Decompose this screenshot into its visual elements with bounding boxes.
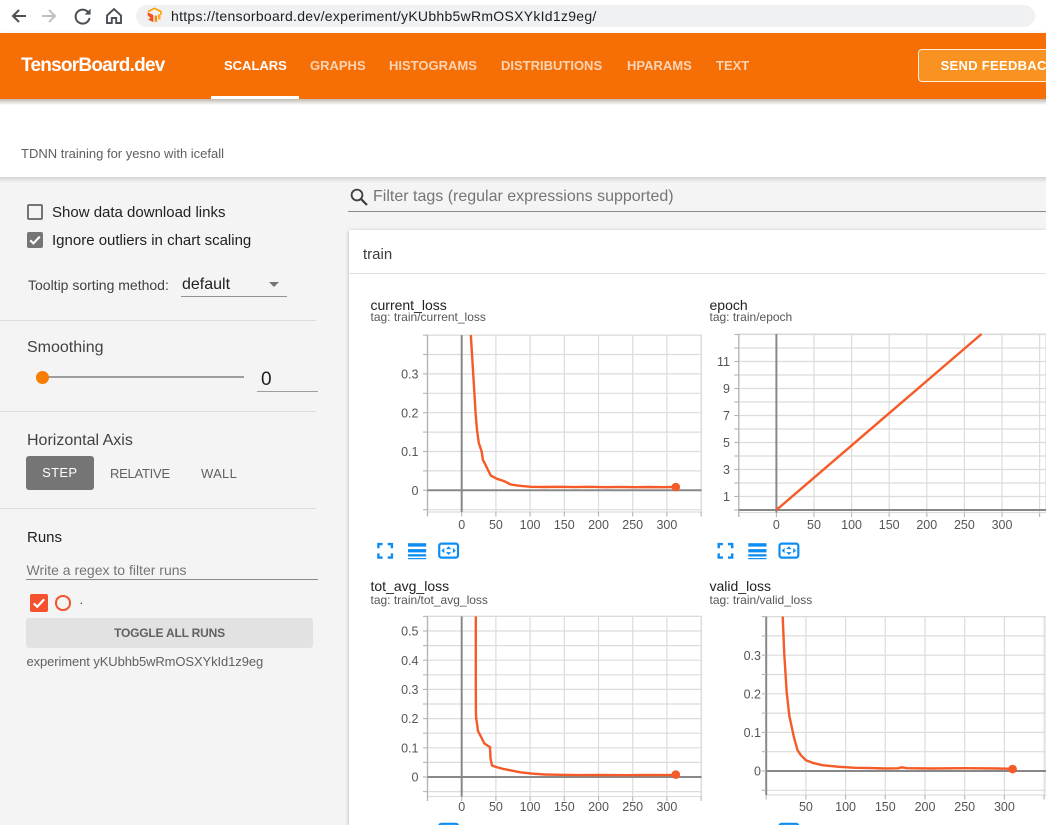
- svg-text:250: 250: [954, 800, 975, 814]
- svg-text:150: 150: [554, 518, 575, 532]
- svg-text:300: 300: [994, 800, 1015, 814]
- svg-text:11: 11: [717, 355, 730, 369]
- svg-text:250: 250: [622, 518, 643, 532]
- svg-text:100: 100: [841, 518, 862, 532]
- svg-text:0.2: 0.2: [401, 712, 418, 726]
- svg-text:0.5: 0.5: [401, 625, 418, 639]
- svg-text:250: 250: [622, 800, 643, 814]
- svg-text:150: 150: [875, 800, 896, 814]
- svg-text:50: 50: [489, 800, 503, 814]
- svg-text:0.3: 0.3: [401, 683, 418, 697]
- svg-text:300: 300: [992, 518, 1013, 532]
- svg-text:250: 250: [954, 518, 975, 532]
- svg-text:0.1: 0.1: [744, 726, 761, 740]
- svg-text:50: 50: [489, 518, 503, 532]
- svg-text:9: 9: [723, 382, 730, 396]
- svg-text:50: 50: [799, 800, 813, 814]
- svg-text:0: 0: [412, 484, 419, 498]
- svg-text:50: 50: [807, 518, 821, 532]
- svg-text:150: 150: [554, 800, 575, 814]
- svg-text:100: 100: [520, 800, 541, 814]
- svg-text:0.3: 0.3: [401, 368, 418, 382]
- svg-text:0.1: 0.1: [401, 741, 418, 755]
- svg-text:3: 3: [723, 463, 730, 477]
- svg-text:100: 100: [835, 800, 856, 814]
- svg-text:0: 0: [773, 518, 780, 532]
- svg-text:0.1: 0.1: [401, 445, 418, 459]
- svg-text:0.4: 0.4: [401, 654, 418, 668]
- svg-text:7: 7: [723, 409, 730, 423]
- svg-text:0.3: 0.3: [744, 649, 761, 663]
- svg-text:0: 0: [412, 771, 419, 785]
- svg-text:0.2: 0.2: [744, 687, 761, 701]
- svg-text:0: 0: [754, 765, 761, 779]
- svg-text:200: 200: [916, 518, 937, 532]
- svg-text:200: 200: [588, 518, 609, 532]
- svg-text:300: 300: [656, 518, 677, 532]
- svg-text:1: 1: [723, 490, 730, 504]
- svg-text:0.2: 0.2: [401, 406, 418, 420]
- svg-text:200: 200: [915, 800, 936, 814]
- svg-text:150: 150: [879, 518, 900, 532]
- svg-text:300: 300: [656, 800, 677, 814]
- svg-text:0: 0: [458, 518, 465, 532]
- svg-text:0: 0: [458, 800, 465, 814]
- svg-text:100: 100: [520, 518, 541, 532]
- svg-text:200: 200: [588, 800, 609, 814]
- svg-text:5: 5: [723, 436, 730, 450]
